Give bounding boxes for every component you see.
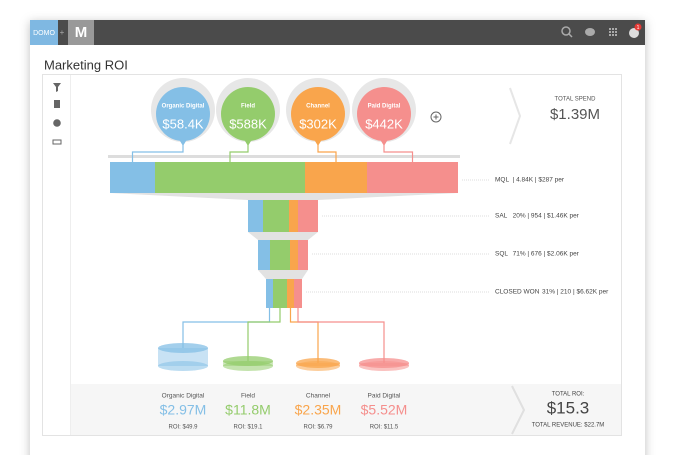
connector [383, 145, 414, 162]
funnel-segment [266, 279, 273, 308]
summary-revenue: $2.97M [160, 402, 207, 418]
bubble[interactable] [357, 87, 411, 141]
funnel-segment [289, 200, 298, 232]
stage-stats: 71% | 676 | $2.06K per [513, 251, 580, 258]
filter-icon[interactable] [53, 83, 61, 92]
connector [229, 145, 249, 162]
funnel-rim [108, 155, 460, 158]
chevron [509, 87, 522, 145]
connector [317, 145, 337, 162]
calc-icon[interactable] [54, 100, 60, 108]
funnel-neck [258, 270, 308, 279]
summary-revenue: $2.35M [295, 402, 342, 418]
chat-icon[interactable] [585, 28, 595, 36]
funnel-segment [248, 200, 263, 232]
funnel-segment [270, 240, 290, 270]
help-icon[interactable] [53, 119, 61, 127]
plus: + [60, 28, 65, 37]
funnel-segment [273, 279, 287, 308]
summary-roi: ROI: $11.5 [370, 425, 399, 431]
total-revenue: TOTAL REVENUE: $22.7M [532, 423, 605, 429]
add-button[interactable] [430, 111, 442, 123]
funnel-segment [290, 240, 298, 270]
channel-label: Channel [306, 104, 330, 110]
funnel-segment [294, 279, 302, 308]
funnel-segment [298, 240, 308, 270]
stage-stats: 20% | 954 | $1.46K per [513, 213, 580, 220]
summary-name: Organic Digital [162, 393, 205, 400]
bubble[interactable] [156, 87, 210, 141]
stage-stats: | 4.84K | $287 per [513, 177, 565, 184]
funnel-segment [367, 162, 458, 193]
summary-name: Paid Digital [368, 393, 401, 400]
logo-m: M [75, 24, 88, 41]
cylinder-top [296, 358, 340, 368]
summary-roi: ROI: $19.1 [233, 425, 263, 431]
summary-name: Field [241, 393, 255, 400]
top-bar [30, 20, 645, 45]
channel-spend: $588K [229, 116, 267, 131]
summary-bar [71, 384, 621, 435]
channel-spend: $302K [299, 116, 337, 131]
funnel-segment [263, 200, 289, 232]
funnel-segment [287, 279, 294, 308]
stage-name: MQL [495, 177, 509, 184]
cylinder-top [223, 356, 273, 366]
funnel-segment [110, 162, 155, 193]
search-icon[interactable] [561, 26, 571, 36]
channel-label: Paid Digital [368, 104, 401, 110]
channel-spend: $58.4K [162, 116, 204, 131]
summary-revenue: $11.8M [225, 402, 271, 418]
search-handle [568, 33, 573, 38]
connector [131, 145, 184, 162]
m-box[interactable] [68, 20, 94, 45]
logo: DOMO [33, 30, 55, 37]
bubble[interactable] [291, 87, 345, 141]
stage-name: CLOSED WON [495, 289, 540, 296]
connector [247, 308, 281, 361]
avatar[interactable] [629, 28, 639, 38]
total-roi-value: $15.3 [547, 398, 590, 417]
funnel-neck [110, 193, 458, 200]
funnel-segment [258, 240, 270, 270]
funnel-segment [298, 200, 318, 232]
summary-roi: ROI: $6.79 [303, 425, 333, 431]
chevron [511, 385, 526, 435]
grid-icon[interactable] [609, 28, 617, 36]
total-spend-value: $1.39M [550, 106, 600, 123]
total-roi-label: TOTAL ROI: [552, 392, 585, 398]
stage-stats: 31% | 210 | $6.62K per [542, 289, 609, 296]
logo-box[interactable] [30, 20, 58, 45]
funnel-neck [248, 232, 318, 240]
channel-label: Field [241, 104, 255, 110]
summary-revenue: $5.52M [361, 402, 408, 418]
stage-name: SQL [495, 251, 508, 258]
summary-roi: ROI: $49.9 [168, 425, 198, 431]
connector [182, 308, 271, 348]
cylinder-bottom [158, 361, 208, 371]
summary-name: Channel [306, 393, 331, 400]
channel-label: Organic Digital [162, 104, 205, 110]
cylinder-top [158, 343, 208, 353]
add-plus [433, 114, 439, 120]
badge-count: 1 [637, 25, 640, 31]
cylinder-top [359, 358, 409, 368]
table-icon[interactable] [52, 139, 62, 145]
badge [634, 23, 642, 31]
bubble[interactable] [221, 87, 275, 141]
funnel-segment [155, 162, 305, 193]
stage-name: SAL [495, 213, 508, 220]
page-title: Marketing ROI [44, 57, 128, 72]
cylinder-body [158, 348, 208, 366]
total-spend-label: TOTAL SPEND [555, 97, 597, 103]
connector [297, 308, 385, 363]
channel-spend: $442K [365, 116, 403, 131]
funnel-segment [305, 162, 367, 193]
